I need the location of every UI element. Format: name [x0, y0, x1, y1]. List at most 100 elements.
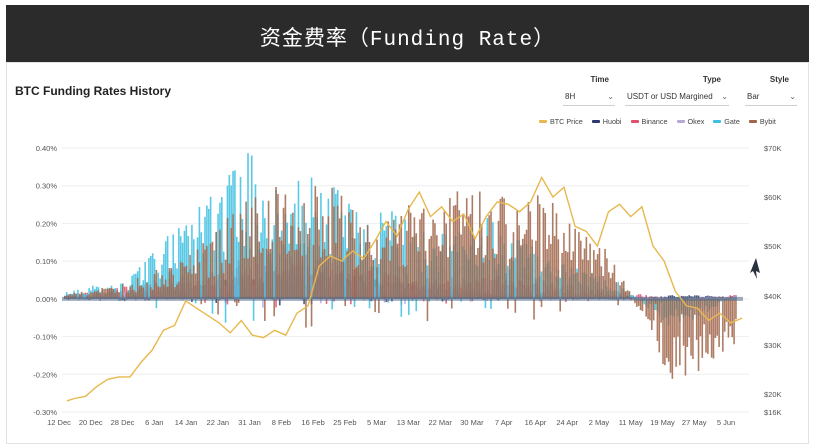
x-tick-label: 5 Mar — [367, 418, 387, 427]
funding-bar — [471, 195, 474, 299]
funding-bar — [252, 256, 255, 299]
legend-btc-price[interactable]: BTC Price — [539, 115, 583, 127]
funding-bar — [529, 211, 532, 299]
funding-bar — [520, 245, 522, 299]
funding-bar — [254, 197, 257, 299]
funding-bar — [480, 224, 483, 299]
funding-bar — [376, 239, 378, 299]
funding-bar — [729, 298, 732, 327]
x-tick-label: 27 May — [682, 418, 707, 427]
funding-bar — [559, 277, 562, 299]
legend-huobi[interactable]: Huobi — [591, 115, 622, 127]
funding-bar — [675, 298, 677, 367]
funding-bar — [204, 249, 206, 299]
funding-bar — [88, 288, 90, 299]
funding-bar — [598, 248, 601, 299]
funding-bar — [308, 227, 311, 299]
funding-bar — [271, 241, 274, 299]
funding-bar — [185, 265, 188, 299]
banner: 资金费率（Funding Rate） — [6, 5, 809, 62]
funding-bar — [155, 298, 158, 309]
funding-bar — [385, 237, 388, 299]
funding-bar — [722, 298, 724, 352]
funding-bar — [553, 236, 556, 299]
funding-bar — [637, 294, 640, 299]
type-select[interactable]: USDT or USD Margined ⌄ — [625, 90, 729, 106]
funding-bar — [609, 278, 612, 299]
funding-bar — [200, 298, 203, 305]
funding-bar — [581, 259, 584, 299]
funding-bar — [641, 298, 644, 312]
x-tick-label: 13 Mar — [397, 418, 421, 427]
funding-bar — [127, 292, 130, 299]
legend-binance[interactable]: Binance — [630, 115, 668, 127]
funding-bar — [120, 283, 122, 299]
funding-bar — [179, 261, 182, 299]
funding-bar — [705, 298, 707, 353]
funding-bar — [447, 257, 449, 299]
funding-bar — [548, 234, 550, 299]
funding-bar — [400, 298, 403, 317]
funding-bar — [505, 224, 507, 299]
funding-bar — [178, 281, 180, 299]
funding-bar — [241, 230, 244, 299]
funding-bar — [493, 257, 496, 299]
funding-bar — [477, 247, 479, 299]
funding-bar — [503, 198, 505, 299]
funding-bar — [634, 298, 636, 304]
y-right-tick-label: $16K — [764, 408, 782, 417]
btc-price-line — [66, 175, 743, 402]
time-select[interactable]: 8H ⌄ — [563, 90, 615, 106]
funding-bar — [682, 298, 685, 346]
funding-bar — [90, 292, 92, 299]
funding-bar — [163, 254, 165, 299]
funding-bar — [458, 210, 461, 299]
legend-swatch — [591, 119, 600, 123]
funding-bar — [273, 225, 275, 299]
x-tick-label: 14 Jan — [175, 418, 198, 427]
funding-bar — [176, 268, 178, 299]
funding-bar — [703, 298, 705, 325]
funding-bar — [217, 213, 219, 299]
funding-bar — [320, 257, 322, 299]
funding-bar — [421, 213, 423, 299]
funding-bar — [624, 291, 627, 299]
funding-bar — [662, 298, 664, 364]
funding-bar — [325, 256, 328, 299]
funding-bar — [73, 292, 75, 299]
funding-bar — [219, 229, 221, 299]
funding-bar — [464, 226, 466, 299]
funding-bar — [514, 298, 517, 313]
funding-bar — [525, 229, 528, 299]
funding-bar — [103, 288, 105, 299]
funding-bar — [518, 225, 520, 299]
funding-bar — [378, 264, 380, 299]
funding-bar — [579, 240, 582, 299]
funding-bar — [207, 277, 210, 299]
funding-bar — [329, 257, 332, 299]
funding-bar — [247, 258, 249, 299]
funding-bar — [305, 298, 307, 328]
legend-gate[interactable]: Gate — [713, 115, 740, 127]
funding-bar — [561, 252, 563, 299]
funding-bar — [622, 280, 625, 299]
funding-bar — [536, 195, 539, 299]
funding-bar — [166, 286, 169, 299]
legend-swatch — [676, 119, 685, 123]
funding-bar — [585, 236, 588, 299]
funding-bar — [563, 232, 565, 299]
funding-bar — [391, 245, 393, 299]
funding-bar — [639, 294, 642, 299]
funding-bar — [701, 298, 704, 358]
funding-bar — [228, 263, 231, 299]
funding-bar — [572, 251, 575, 299]
funding-bar — [411, 236, 414, 299]
funding-bar — [149, 255, 152, 299]
funding-bar — [353, 298, 356, 307]
funding-bar — [501, 196, 504, 299]
funding-bar — [110, 287, 113, 299]
funding-bar — [217, 298, 219, 315]
legend-bybit[interactable]: Bybit — [748, 115, 776, 127]
legend-okex[interactable]: Okex — [676, 115, 704, 127]
style-select[interactable]: Bar ⌄ — [745, 90, 797, 106]
